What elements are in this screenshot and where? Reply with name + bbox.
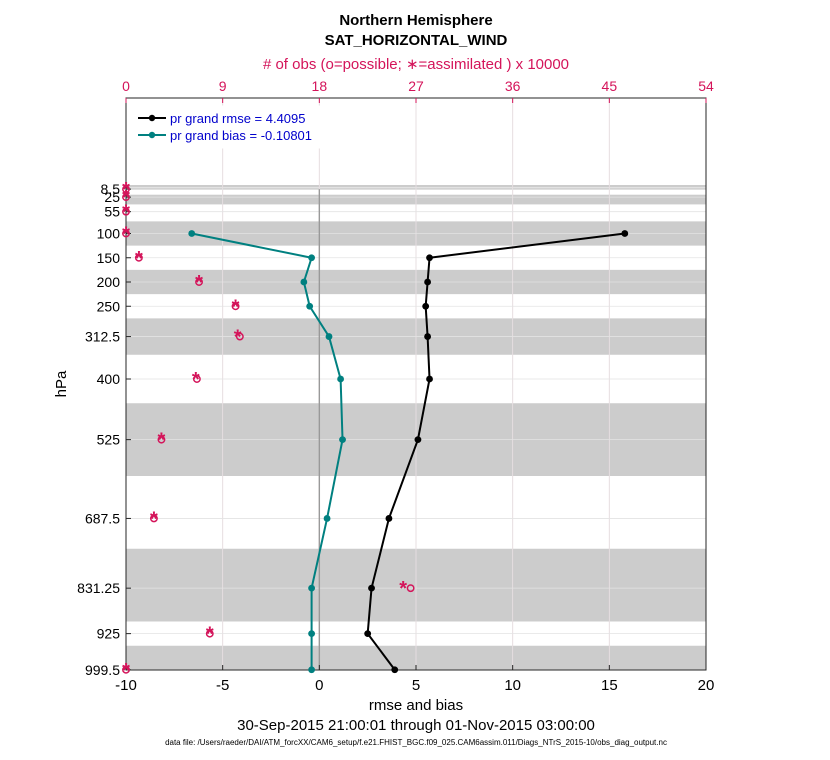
legend-rmse-marker: [148, 114, 156, 122]
y-tick-label-8: 400: [97, 371, 121, 387]
obs-assimilated-point-9: *: [158, 430, 166, 452]
obs-count-markers: **************: [122, 179, 415, 682]
legend-bias-marker: [148, 131, 156, 139]
series-0-point-9: [364, 630, 372, 638]
y-tick-label-5: 200: [97, 274, 121, 290]
y-tick-label-12: 925: [97, 626, 121, 642]
top-tick-label-6: 54: [698, 78, 714, 94]
series-0-point-4: [424, 333, 431, 340]
obs-assimilated-point-3: *: [122, 224, 130, 246]
obs-possible-point-2: [122, 207, 130, 216]
legend-bias-label: pr grand bias = -0.10801: [170, 128, 312, 143]
y-tick-label-13: 999.5: [85, 662, 120, 678]
obs-possible-point-10: [149, 514, 158, 523]
obs-possible-point-13: [122, 665, 130, 674]
bottom-axis-ticks: -10 -5 0 5 10 15 20: [115, 665, 714, 694]
obs-possible-point-12: [205, 629, 214, 638]
legend: pr grand rmse = 4.4095 pr grand bias = -…: [132, 105, 332, 149]
y-tick-label-4: 150: [97, 250, 121, 266]
obs-possible-point-1: [122, 193, 130, 202]
x-axis-label: rmse and bias: [369, 697, 463, 714]
obs-possible-point-9: [157, 435, 166, 444]
obs-possible-point-11: [406, 584, 415, 593]
date-range: 30-Sep-2015 21:00:01 through 01-Nov-2015…: [237, 717, 595, 734]
series-0-point-6: [414, 436, 422, 444]
x-tick-label-5: 15: [601, 677, 618, 694]
series-0-point-10: [391, 666, 399, 674]
legend-box: [132, 105, 332, 149]
series-layer: [188, 230, 629, 674]
y-tick-label-10: 687.5: [85, 510, 120, 526]
series-1-point-6: [339, 436, 346, 444]
series-0-point-0: [621, 230, 629, 237]
obs-assimilated-point-1: *: [122, 187, 130, 209]
top-axis-label: # of obs (o=possible; ∗=assimilated ) x …: [263, 56, 569, 73]
legend-rmse-label: pr grand rmse = 4.4095: [170, 111, 306, 126]
series-0-point-1: [426, 254, 433, 262]
x-tick-label-4: 10: [504, 677, 521, 694]
x-tick-label-6: 20: [698, 677, 715, 694]
series-1-point-1: [308, 254, 315, 262]
obs-assimilated-point-11: *: [399, 578, 407, 600]
chart-title: Northern Hemisphere: [339, 12, 492, 29]
y-tick-label-7: 312.5: [85, 329, 120, 345]
obs-possible-point-3: [122, 229, 130, 238]
series-0-point-3: [422, 302, 430, 310]
obs-assimilated-point-10: *: [150, 508, 158, 530]
top-tick-label-5: 45: [602, 78, 618, 94]
obs-assimilated-point-4: *: [135, 248, 143, 270]
x-tick-label-2: 0: [315, 677, 323, 694]
series-1-point-4: [325, 333, 333, 340]
series-1-point-7: [323, 515, 331, 522]
series-1-point-9: [308, 630, 315, 638]
y-tick-label-3: 100: [97, 226, 121, 242]
chart-subtitle: SAT_HORIZONTAL_WIND: [325, 32, 508, 49]
obs-possible-point-6: [231, 302, 240, 311]
y-tick-label-6: 250: [97, 298, 121, 314]
series-1-point-2: [300, 278, 308, 286]
top-tick-label-0: 0: [122, 78, 130, 94]
obs-possible-point-8: [192, 375, 201, 383]
obs-assimilated-point-7: *: [234, 327, 242, 349]
series-1-point-5: [337, 375, 344, 383]
data-file-footer: data file: /Users/raeder/DAI/ATM_forcXX/…: [165, 738, 667, 747]
y-axis-label: hPa: [53, 370, 70, 397]
top-tick-label-2: 18: [312, 78, 328, 94]
y-tick-label-9: 525: [97, 432, 121, 448]
series-1-point-8: [308, 584, 315, 592]
y-tick-label-11: 831.25: [77, 580, 120, 596]
obs-assimilated-point-0: *: [122, 179, 130, 201]
top-axis-ticks: 0 9 18 27 36 45 54: [122, 78, 714, 103]
top-tick-label-3: 27: [408, 78, 424, 94]
obs-assimilated-point-5: *: [195, 272, 203, 294]
series-1-point-0: [188, 230, 196, 237]
y-tick-label-2: 55: [104, 204, 120, 220]
obs-assimilated-point-12: *: [206, 624, 214, 646]
x-tick-label-0: -10: [115, 677, 137, 694]
series-0-point-5: [426, 375, 433, 383]
y-tick-label-0: 8.5: [101, 181, 121, 197]
series-1-point-3: [306, 302, 314, 310]
series-0-point-7: [385, 515, 393, 522]
y-tick-label-1: 25: [104, 189, 120, 205]
obs-assimilated-point-8: *: [192, 369, 200, 391]
obs-possible-point-4: [134, 253, 143, 262]
top-tick-label-4: 36: [505, 78, 521, 94]
obs-possible-point-5: [195, 278, 203, 286]
obs-assimilated-point-2: *: [122, 202, 130, 224]
top-tick-label-1: 9: [219, 78, 227, 94]
x-tick-label-1: -5: [216, 677, 229, 694]
x-tick-label-3: 5: [412, 677, 420, 694]
series-0-point-8: [368, 584, 375, 592]
series-0-point-2: [424, 278, 431, 286]
obs-possible-point-7: [235, 332, 244, 341]
obs-assimilated-point-6: *: [232, 296, 240, 318]
obs-assimilated-point-13: *: [122, 660, 130, 682]
obs-possible-point-0: [122, 185, 130, 194]
series-1-point-10: [308, 666, 315, 674]
